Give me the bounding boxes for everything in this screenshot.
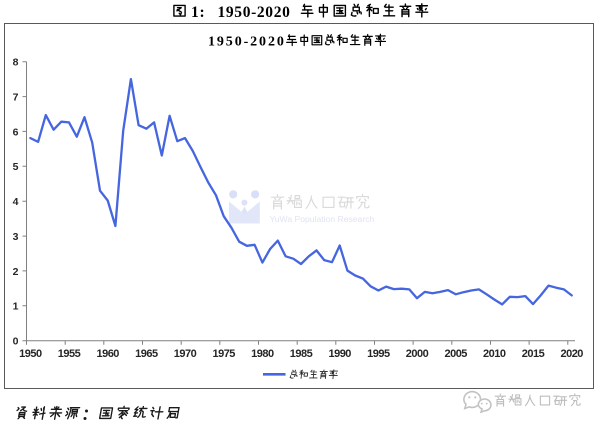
svg-text:2010: 2010	[483, 348, 506, 360]
svg-text:2005: 2005	[444, 348, 467, 360]
svg-text:1955: 1955	[58, 348, 81, 360]
svg-text:1: 1	[191, 4, 199, 21]
svg-text:5: 5	[13, 161, 19, 173]
svg-text:YuWa Population Research: YuWa Population Research	[270, 214, 375, 224]
svg-text:1960: 1960	[96, 348, 119, 360]
svg-text:1965: 1965	[135, 348, 158, 360]
svg-text:4: 4	[13, 196, 19, 208]
svg-text:7: 7	[13, 92, 19, 104]
svg-text:1970: 1970	[174, 348, 197, 360]
svg-text:1995: 1995	[367, 348, 390, 360]
svg-text:1950-2020: 1950-2020	[218, 4, 291, 21]
svg-text:1950-2020: 1950-2020	[208, 35, 286, 50]
svg-text:2015: 2015	[522, 348, 545, 360]
svg-text:2020: 2020	[560, 348, 583, 360]
svg-text:8: 8	[13, 57, 19, 69]
svg-text:0: 0	[13, 336, 19, 348]
svg-text:6: 6	[13, 126, 19, 138]
svg-text:1990: 1990	[328, 348, 351, 360]
svg-text:2: 2	[13, 266, 19, 278]
svg-text:3: 3	[13, 231, 19, 243]
svg-text:1985: 1985	[290, 348, 313, 360]
svg-text:2000: 2000	[406, 348, 429, 360]
svg-text:1975: 1975	[212, 348, 235, 360]
svg-text::: :	[200, 4, 205, 21]
svg-text:1980: 1980	[251, 348, 274, 360]
svg-text:1: 1	[13, 301, 19, 313]
svg-text:1950: 1950	[19, 348, 42, 360]
